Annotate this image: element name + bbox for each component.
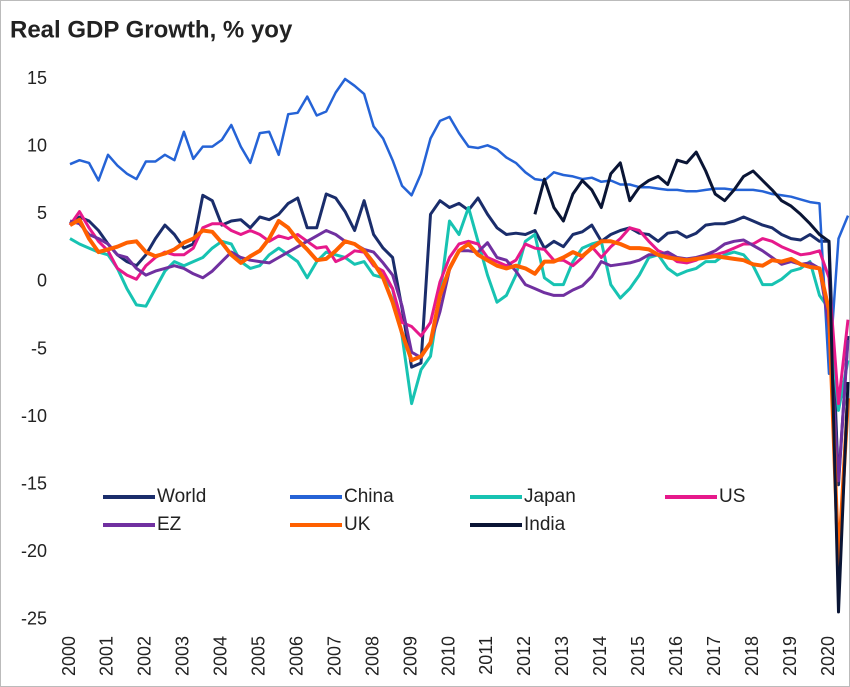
- y-tick-label: 10: [27, 135, 47, 155]
- x-tick-label: 2010: [438, 636, 458, 676]
- x-tick-label: 2017: [704, 636, 724, 676]
- y-tick-label: -20: [21, 541, 47, 561]
- y-tick-label: -25: [21, 609, 47, 629]
- y-tick-label: -5: [31, 338, 47, 358]
- x-tick-label: 2019: [780, 636, 800, 676]
- x-tick-label: 2003: [173, 636, 193, 676]
- series-line: [69, 217, 850, 568]
- legend-label: World: [157, 486, 206, 507]
- x-tick-label: 2009: [400, 636, 420, 676]
- series-line: [533, 150, 850, 614]
- y-tick-label: -15: [21, 473, 47, 493]
- x-tick-label: 2014: [590, 636, 610, 676]
- legend-label: China: [344, 486, 394, 507]
- y-tick-label: -10: [21, 406, 47, 426]
- legend-label: EZ: [157, 514, 182, 535]
- x-tick-label: 2001: [97, 636, 117, 676]
- x-tick-label: 2011: [476, 636, 496, 675]
- x-tick-label: 2013: [552, 636, 572, 676]
- series-line: [69, 77, 850, 376]
- x-tick-label: 2000: [59, 636, 79, 676]
- x-tick-label: 2020: [818, 636, 838, 676]
- legend-label: UK: [344, 514, 371, 535]
- x-tick-label: 2015: [628, 636, 648, 676]
- y-tick-label: 5: [37, 203, 47, 223]
- y-tick-label: 15: [27, 68, 47, 88]
- series-line: [69, 192, 850, 487]
- x-tick-label: 2006: [286, 636, 306, 676]
- legend-label: Japan: [524, 486, 576, 507]
- series-line: [69, 206, 850, 412]
- x-tick-label: 2008: [362, 636, 382, 676]
- x-tick-label: 2012: [514, 636, 534, 676]
- legend-label: US: [719, 486, 745, 507]
- x-tick-label: 2004: [211, 636, 231, 676]
- x-tick-label: 2018: [742, 636, 762, 676]
- chart-title: Real GDP Growth, % yoy: [10, 16, 293, 43]
- x-tick-label: 2016: [666, 636, 686, 676]
- legend-label: India: [524, 514, 566, 535]
- x-tick-label: 2007: [324, 636, 344, 676]
- x-tick-label: 2002: [135, 636, 155, 676]
- x-tick-label: 2005: [249, 636, 269, 676]
- y-tick-label: 0: [37, 271, 47, 291]
